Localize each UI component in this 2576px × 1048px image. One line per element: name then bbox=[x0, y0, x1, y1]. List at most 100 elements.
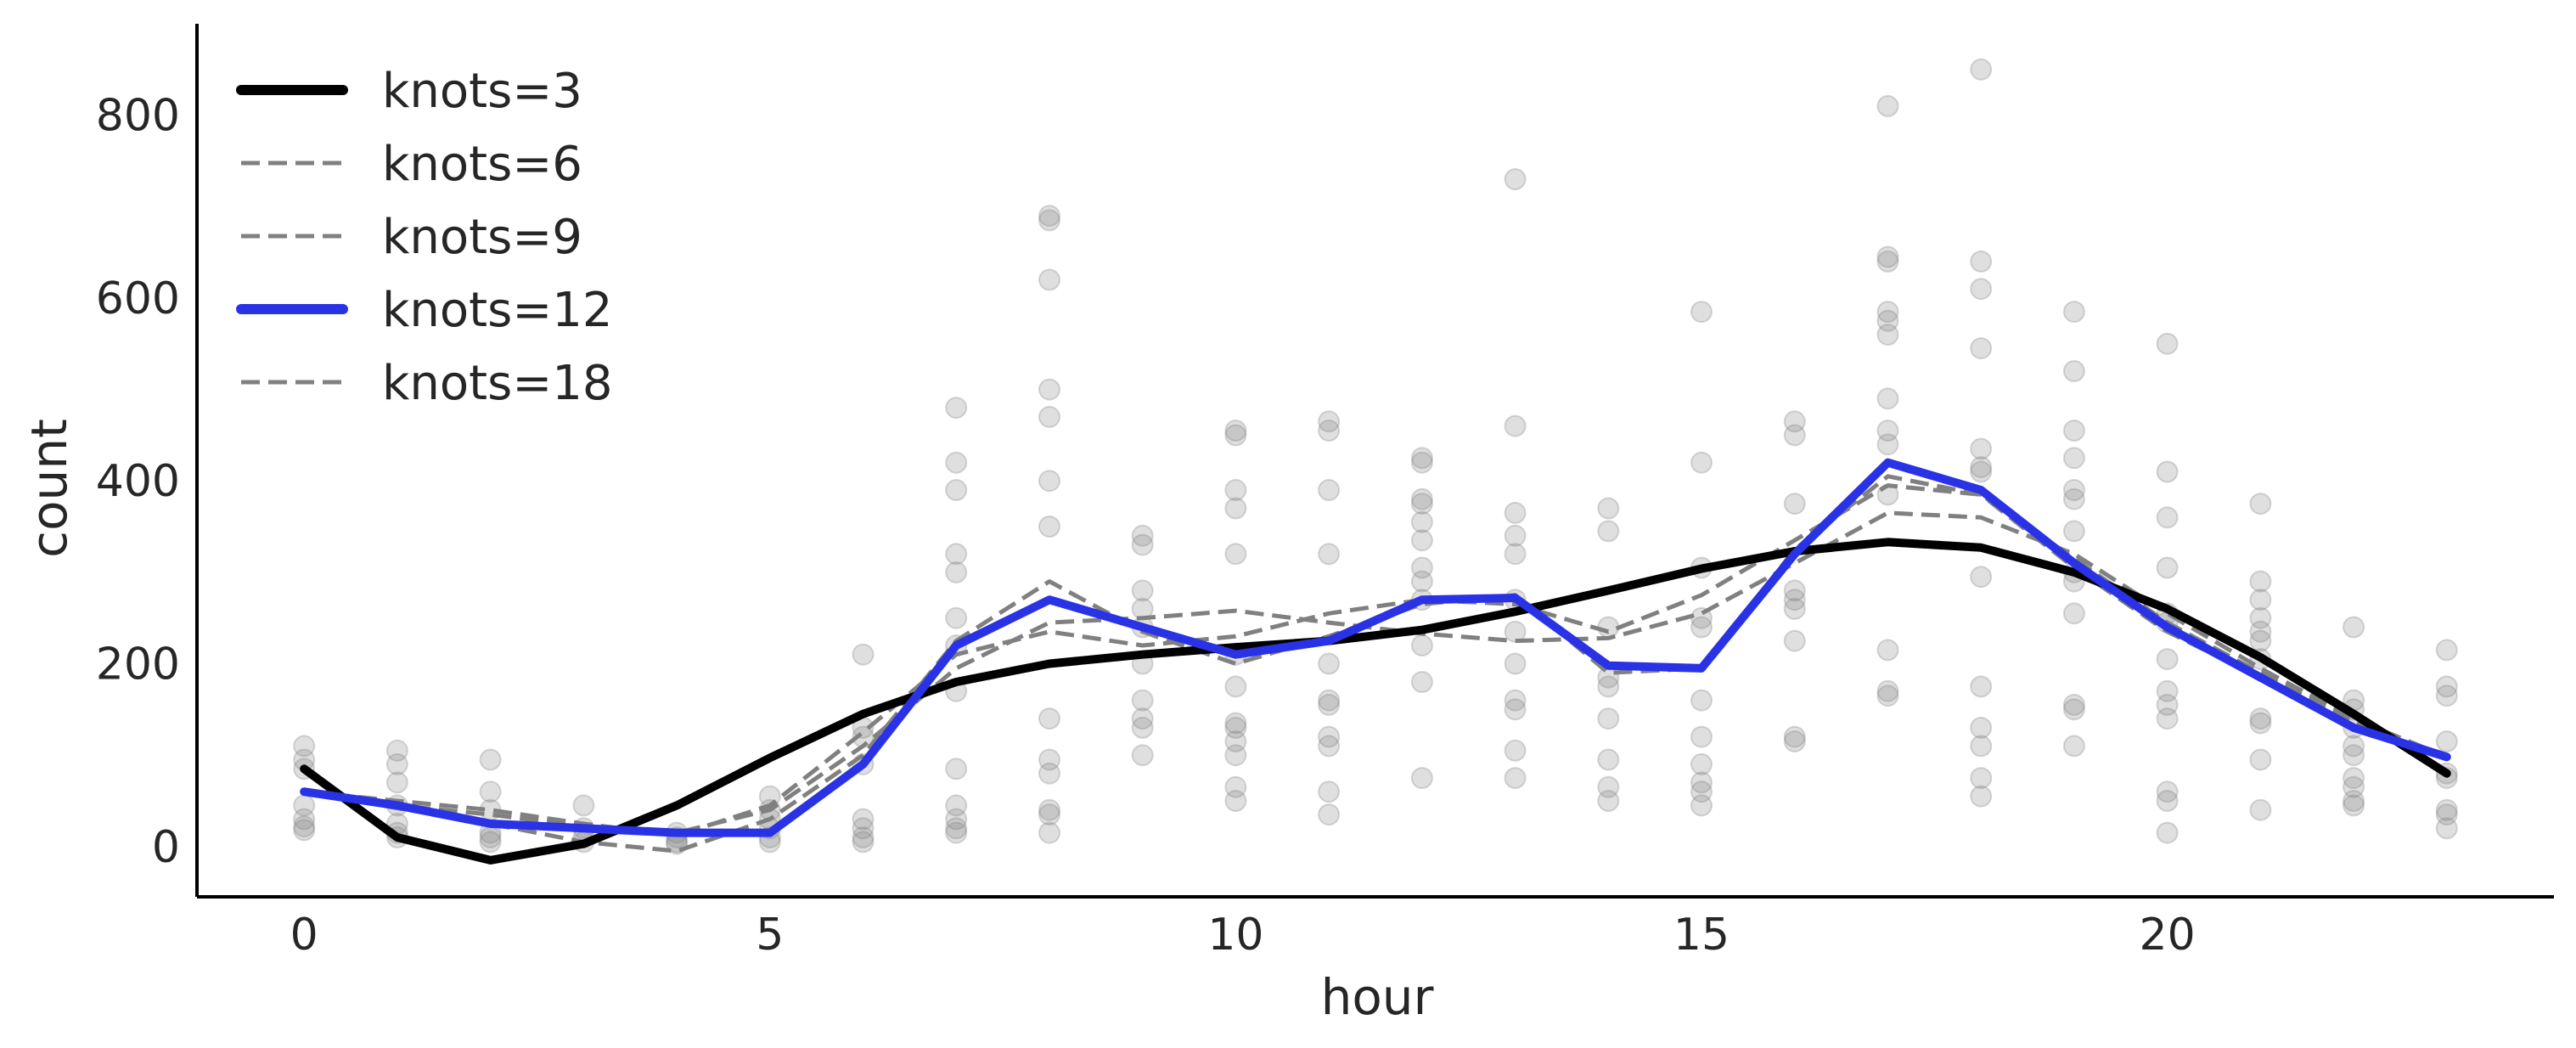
data-point bbox=[852, 808, 875, 831]
data-point bbox=[1690, 752, 1713, 775]
data-point bbox=[2343, 794, 2365, 817]
data-point bbox=[2249, 707, 2272, 730]
data-point bbox=[1876, 685, 1899, 707]
data-point bbox=[1597, 748, 1620, 771]
y-tick-label: 800 bbox=[96, 91, 180, 142]
data-point bbox=[2343, 744, 2365, 767]
data-point bbox=[479, 748, 502, 771]
data-point bbox=[2062, 602, 2085, 625]
data-point bbox=[1410, 570, 1433, 593]
data-point bbox=[1038, 205, 1060, 228]
data-point bbox=[1876, 309, 1899, 332]
data-point bbox=[1410, 493, 1433, 516]
data-point bbox=[1224, 790, 1247, 812]
data-point bbox=[1318, 803, 1341, 826]
data-point bbox=[1504, 414, 1527, 437]
data-point bbox=[1970, 767, 1993, 790]
scatter-points bbox=[293, 58, 2458, 855]
data-point bbox=[1131, 579, 1154, 602]
x-tick-label: 20 bbox=[2140, 910, 2196, 961]
y-tick-label: 400 bbox=[96, 456, 180, 507]
data-point bbox=[1690, 780, 1713, 803]
data-point bbox=[2249, 629, 2272, 652]
data-point bbox=[2435, 730, 2458, 752]
series-line-knots-9 bbox=[303, 483, 2448, 838]
data-point bbox=[1597, 790, 1620, 812]
data-point bbox=[1038, 268, 1060, 291]
y-tick-labels: 0 200 400 600 800 bbox=[96, 91, 180, 873]
data-point bbox=[1318, 410, 1341, 433]
data-point bbox=[2062, 735, 2085, 758]
x-tick-labels: 0 5 10 15 20 bbox=[290, 910, 2196, 961]
data-point bbox=[1131, 744, 1154, 767]
data-point bbox=[2156, 780, 2179, 803]
legend: knots=3 knots=6 knots=9 knots=12 knots=18 bbox=[236, 64, 613, 411]
data-point bbox=[1131, 716, 1154, 739]
x-tick-label: 5 bbox=[756, 910, 784, 961]
data-point bbox=[479, 831, 502, 854]
data-point bbox=[1504, 168, 1527, 190]
axes bbox=[195, 24, 2554, 899]
data-point bbox=[1224, 497, 1247, 520]
data-point bbox=[1970, 337, 1993, 360]
data-point bbox=[1224, 744, 1247, 767]
series-line-knots-18 bbox=[303, 474, 2448, 854]
legend-label: knots=18 bbox=[382, 356, 613, 411]
data-point bbox=[1038, 470, 1060, 493]
data-point bbox=[1318, 735, 1341, 758]
data-point bbox=[1504, 524, 1527, 547]
data-point bbox=[852, 831, 875, 854]
data-point bbox=[945, 808, 968, 831]
data-point bbox=[1318, 689, 1341, 712]
data-point bbox=[2156, 506, 2179, 529]
data-point bbox=[1876, 301, 1899, 324]
data-point bbox=[1970, 456, 1993, 479]
data-point bbox=[2062, 698, 2085, 721]
data-point bbox=[1504, 739, 1527, 762]
series-line-knots-3 bbox=[300, 538, 2451, 865]
data-point bbox=[2343, 775, 2365, 798]
data-point bbox=[385, 771, 408, 794]
data-point bbox=[1504, 652, 1527, 675]
y-tick-label: 200 bbox=[96, 640, 180, 690]
data-point bbox=[2249, 493, 2272, 516]
data-point bbox=[1597, 520, 1620, 543]
data-point bbox=[1038, 516, 1060, 538]
data-point bbox=[1876, 324, 1899, 346]
data-point bbox=[2435, 675, 2458, 698]
data-point bbox=[1224, 730, 1247, 752]
series-lines bbox=[300, 458, 2451, 865]
data-point bbox=[1224, 420, 1247, 442]
data-point bbox=[1504, 698, 1527, 721]
data-point bbox=[1038, 798, 1060, 821]
data-point bbox=[945, 479, 968, 501]
data-point bbox=[1318, 725, 1341, 748]
data-point bbox=[2156, 693, 2179, 716]
data-point bbox=[385, 739, 408, 762]
data-point bbox=[1131, 524, 1154, 547]
data-point bbox=[945, 561, 968, 583]
data-point bbox=[1038, 762, 1060, 785]
data-point bbox=[2435, 639, 2458, 662]
x-tick-label: 10 bbox=[1207, 910, 1263, 961]
data-point bbox=[1038, 821, 1060, 844]
data-point bbox=[1131, 689, 1154, 712]
data-point bbox=[2062, 447, 2085, 470]
x-tick-label: 0 bbox=[290, 910, 318, 961]
data-point bbox=[1597, 707, 1620, 730]
data-point bbox=[2343, 790, 2365, 812]
data-point bbox=[1783, 424, 1806, 447]
data-point bbox=[2062, 487, 2085, 510]
data-point bbox=[2249, 589, 2272, 611]
data-point bbox=[1597, 497, 1620, 520]
data-point bbox=[1690, 794, 1713, 817]
data-point bbox=[1876, 639, 1899, 662]
y-tick-label: 0 bbox=[152, 822, 180, 873]
data-point bbox=[2062, 360, 2085, 382]
data-point bbox=[2156, 648, 2179, 671]
data-point bbox=[2156, 556, 2179, 579]
data-point bbox=[1410, 556, 1433, 579]
data-point bbox=[1783, 725, 1806, 748]
data-point bbox=[1224, 479, 1247, 501]
data-point bbox=[1970, 716, 1993, 739]
